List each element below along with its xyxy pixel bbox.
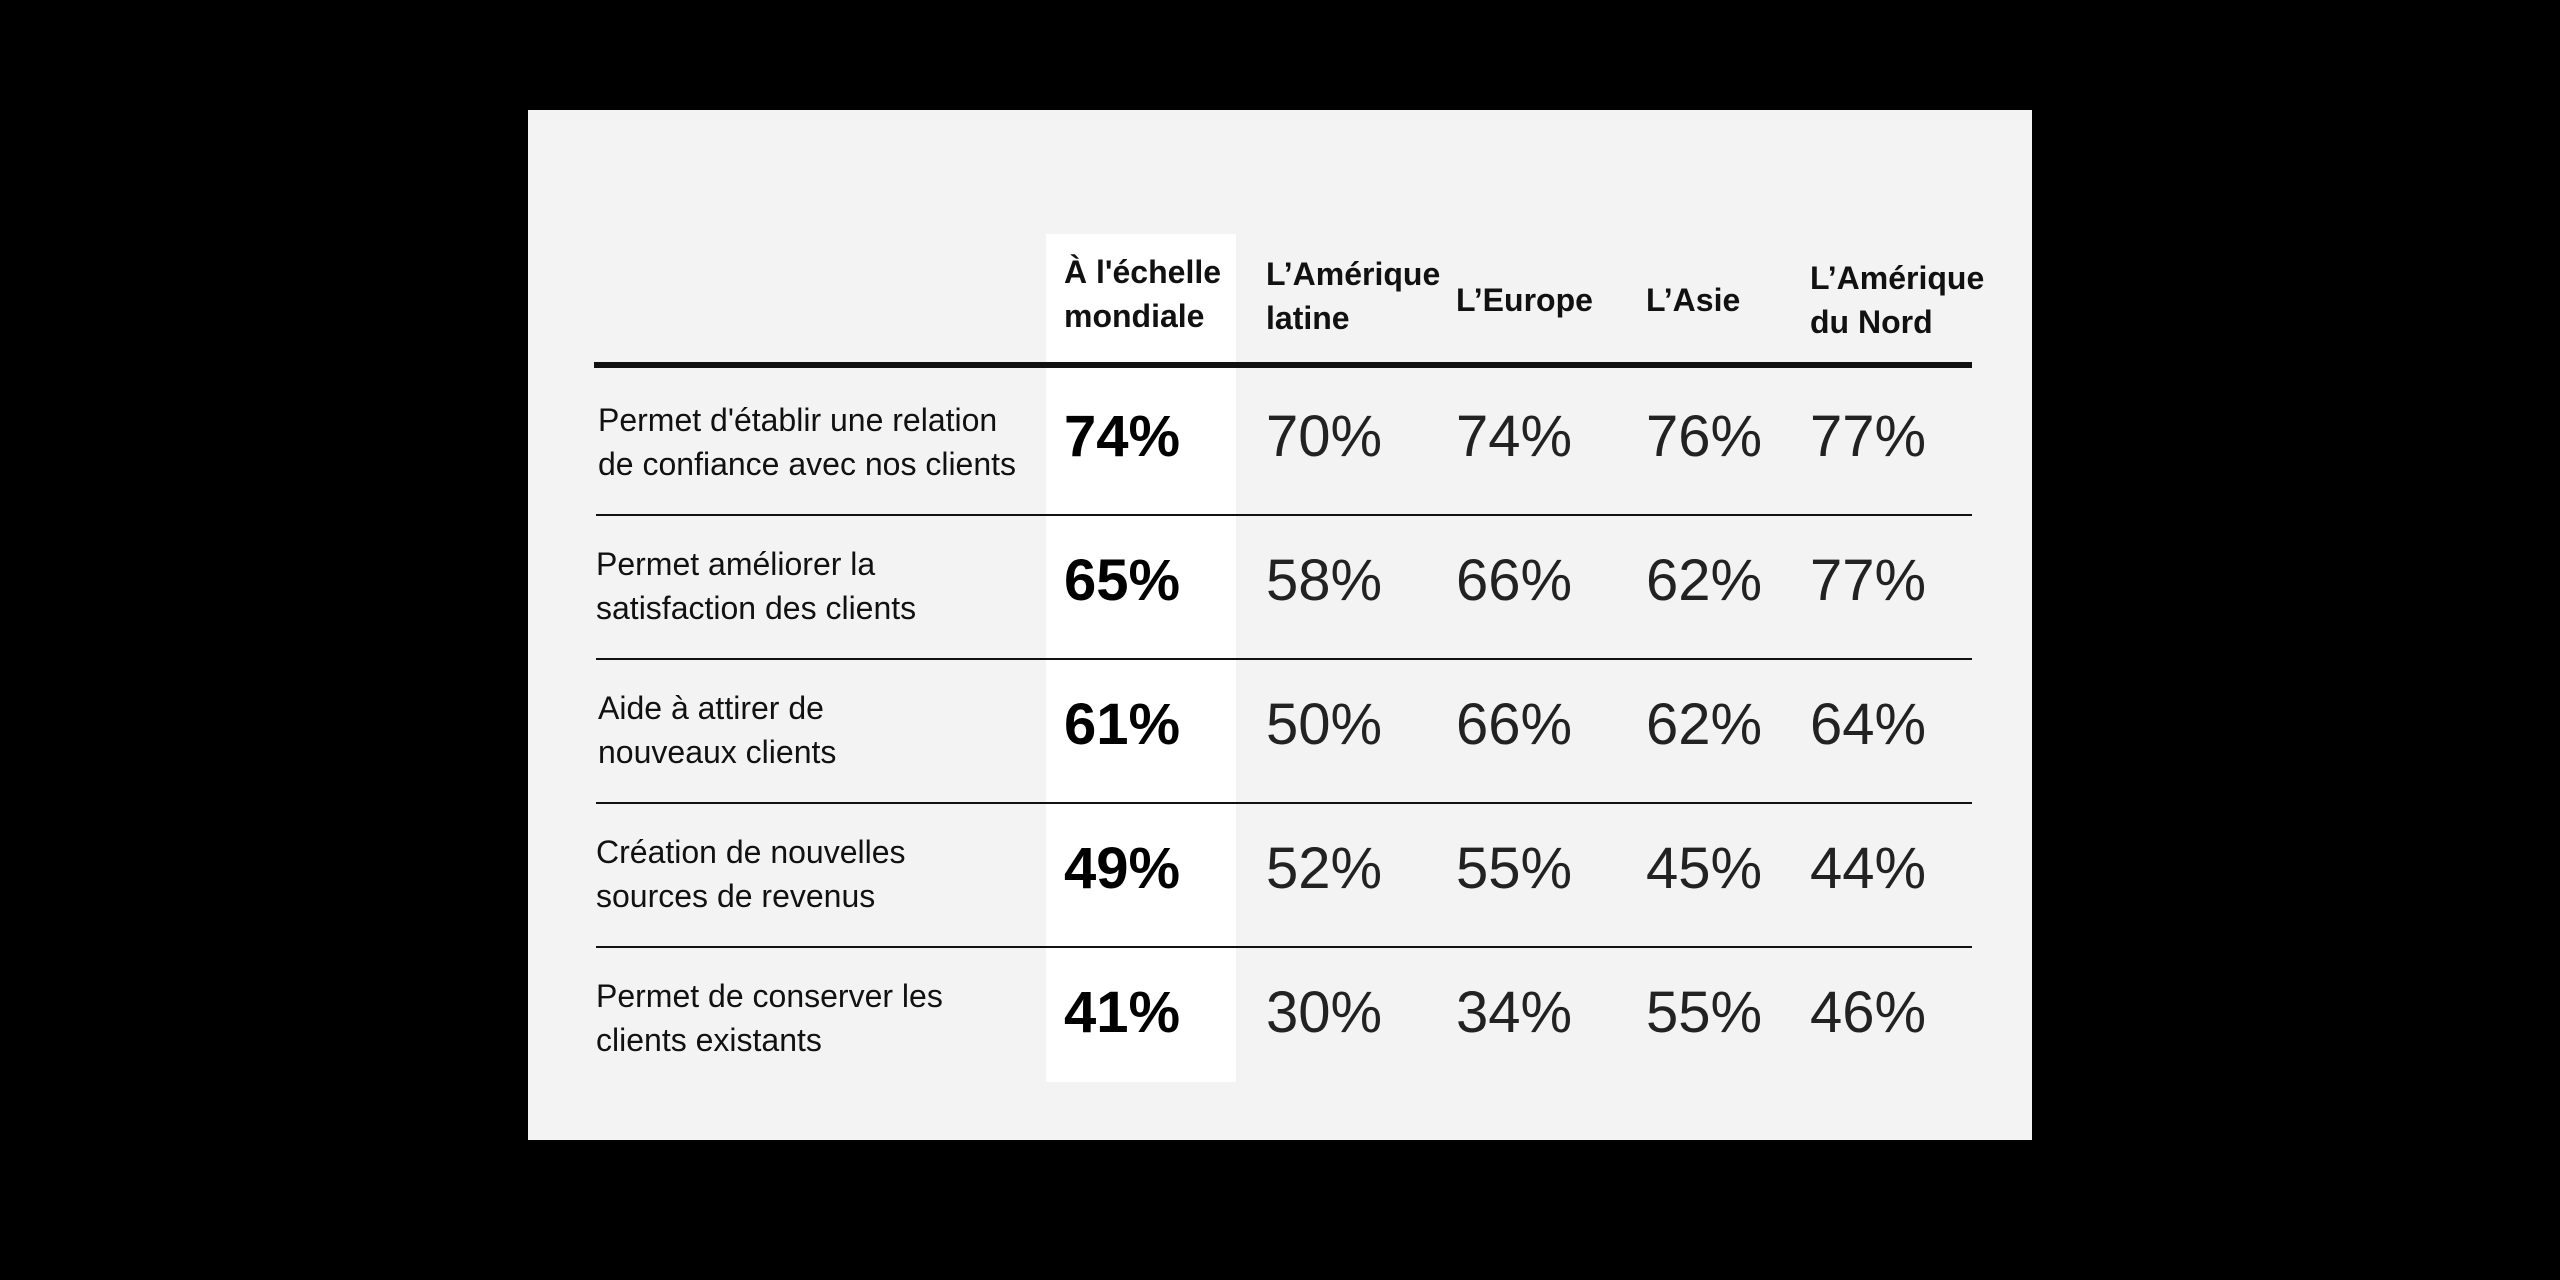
value-r4-c4: 45% xyxy=(1646,836,1763,901)
value-r1-c3: 74% xyxy=(1456,404,1573,469)
row-divider-2 xyxy=(596,658,1972,660)
value-r2-c3: 66% xyxy=(1456,548,1573,613)
column-header-3: L’Europe xyxy=(1456,282,1593,318)
value-r1-c4: 76% xyxy=(1646,404,1763,469)
value-r5-c5: 46% xyxy=(1810,980,1927,1045)
value-r4-c5: 44% xyxy=(1810,836,1927,901)
value-r2-c1: 65% xyxy=(1064,548,1181,613)
value-r5-c3: 34% xyxy=(1456,980,1573,1045)
value-r1-c2: 70% xyxy=(1266,404,1383,469)
value-r4-c2: 52% xyxy=(1266,836,1383,901)
value-r3-c2: 50% xyxy=(1266,692,1383,757)
row-label-1: Permet d'établir une relation de confian… xyxy=(598,402,1017,482)
value-r4-c3: 55% xyxy=(1456,836,1573,901)
row-divider-1 xyxy=(596,514,1972,516)
value-r2-c2: 58% xyxy=(1266,548,1383,613)
column-header-5: L’Amérique du Nord xyxy=(1810,260,1985,340)
row-label-5: Permet de conserver les clients existant… xyxy=(596,978,943,1058)
value-r5-c2: 30% xyxy=(1266,980,1383,1045)
value-r5-c1: 41% xyxy=(1064,980,1181,1045)
value-r3-c5: 64% xyxy=(1810,692,1927,757)
row-label-3: Aide à attirer de nouveaux clients xyxy=(598,690,837,770)
value-r4-c1: 49% xyxy=(1064,836,1181,901)
row-label-2: Permet améliorer la satisfaction des cli… xyxy=(596,546,917,626)
value-r5-c4: 55% xyxy=(1646,980,1763,1045)
value-r2-c5: 77% xyxy=(1810,548,1927,613)
column-header-1: À l'échelle mondiale xyxy=(1064,254,1222,334)
row-divider-3 xyxy=(596,802,1972,804)
row-divider-4 xyxy=(596,946,1972,948)
value-r3-c4: 62% xyxy=(1646,692,1763,757)
chart-card: À l'échelle mondiale L’Amérique latine L’E… xyxy=(528,110,2032,1140)
column-header-2: L’Amérique latine xyxy=(1266,256,1441,336)
header-divider xyxy=(594,362,1972,368)
value-r2-c4: 62% xyxy=(1646,548,1763,613)
row-label-4: Création de nouvelles sources de revenus xyxy=(596,834,906,914)
value-r3-c3: 66% xyxy=(1456,692,1573,757)
value-r1-c1: 74% xyxy=(1064,404,1181,469)
column-header-4: L’Asie xyxy=(1646,282,1741,318)
value-r1-c5: 77% xyxy=(1810,404,1927,469)
value-r3-c1: 61% xyxy=(1064,692,1181,757)
